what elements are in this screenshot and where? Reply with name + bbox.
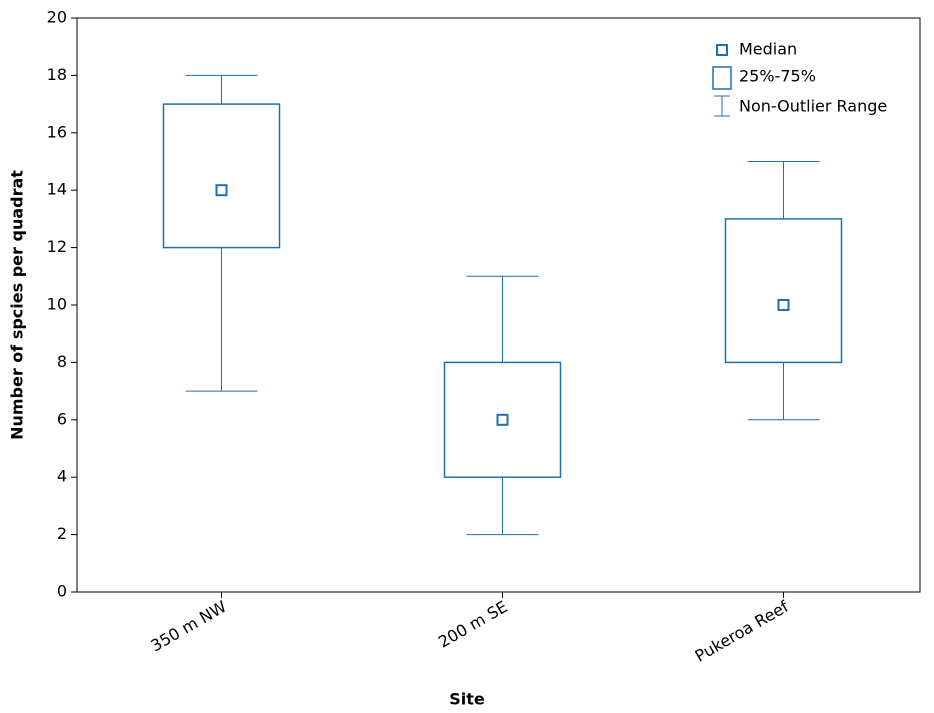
x-tick-label: 200 m SE xyxy=(435,597,511,652)
median xyxy=(215,184,228,197)
median xyxy=(777,299,790,311)
y-tick-label: 6 xyxy=(57,409,67,428)
y-tick-label: 0 xyxy=(57,582,67,601)
x-tick-label: 350 m NW xyxy=(147,597,229,656)
x-tick-label: Pukeroa Reef xyxy=(692,597,792,666)
y-tick-label: 12 xyxy=(47,237,67,256)
median xyxy=(496,413,509,426)
box xyxy=(443,361,562,478)
y-tick-label: 20 xyxy=(47,8,67,27)
y-tick-label: 10 xyxy=(47,295,67,314)
legend-label: Median xyxy=(739,40,797,59)
box xyxy=(162,103,281,249)
y-tick-label: 16 xyxy=(47,122,67,141)
legend-label: 25%-75% xyxy=(739,67,816,86)
y-axis-label: Number of spcies per quadrat xyxy=(8,170,27,440)
legend-label: Non-Outlier Range xyxy=(739,97,887,116)
y-tick-label: 18 xyxy=(47,65,67,84)
legend-box-icon xyxy=(712,66,732,90)
y-tick-label: 14 xyxy=(47,180,67,199)
y-tick-label: 2 xyxy=(57,524,67,543)
y-tick-label: 4 xyxy=(57,467,67,486)
y-tick-label: 8 xyxy=(57,352,67,371)
x-axis-label: Site xyxy=(449,690,485,709)
legend-median-icon xyxy=(716,44,728,56)
box xyxy=(724,218,843,364)
